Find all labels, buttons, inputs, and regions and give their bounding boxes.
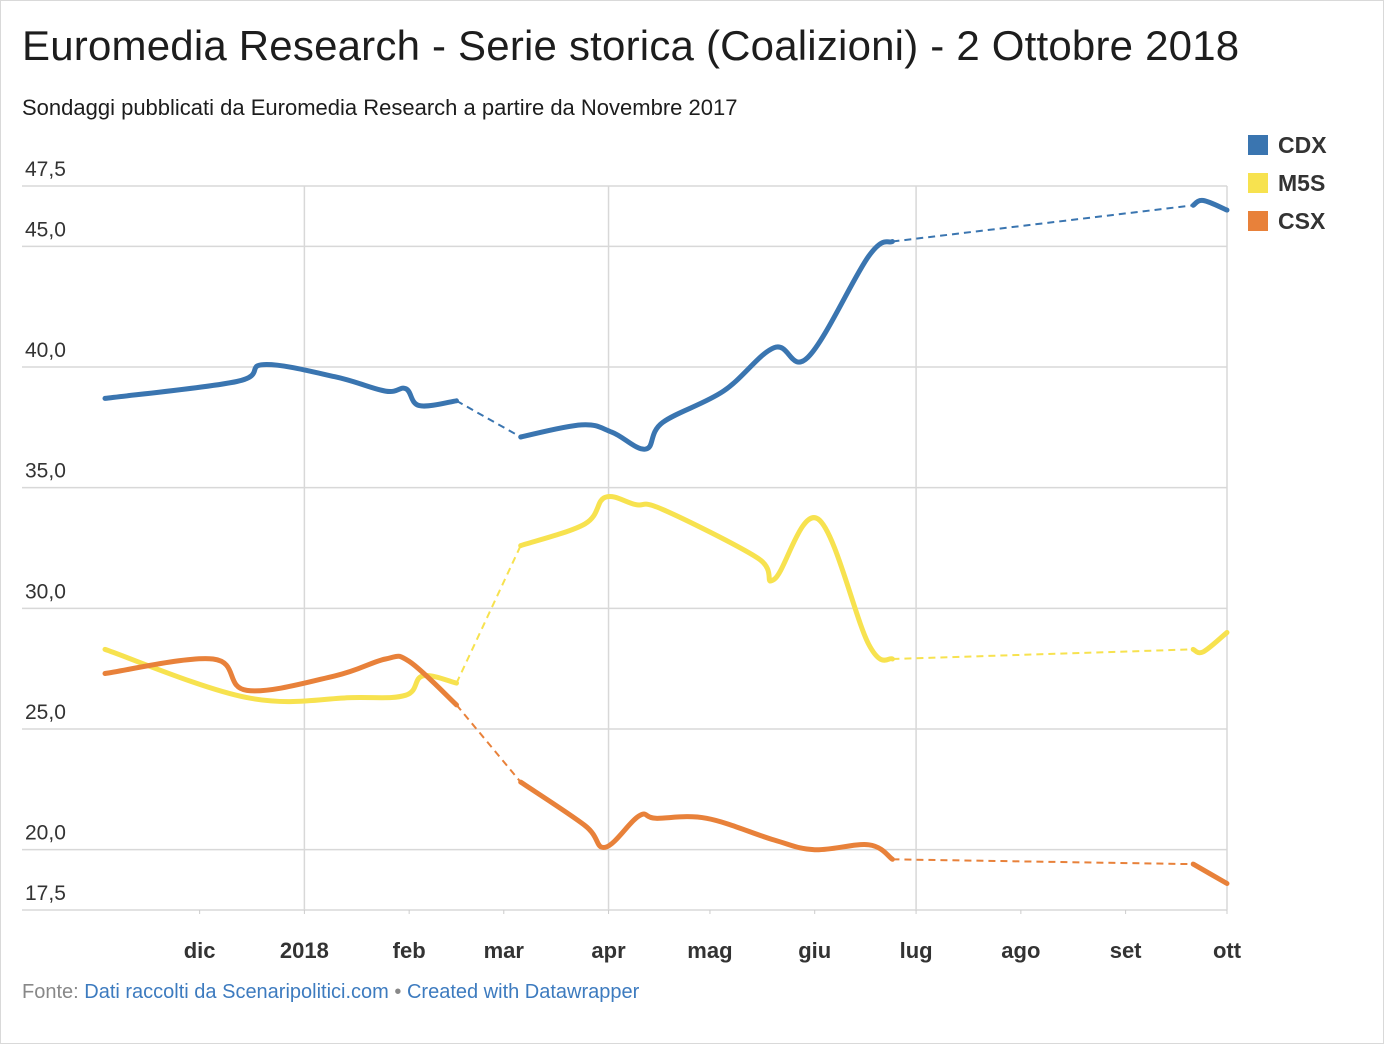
y-tick-label: 17,5 [25,882,66,905]
grid [22,185,1228,911]
legend-item-cdx: CDX [1248,126,1327,164]
series-line-cdx [102,362,459,409]
x-tick-label: 2018 [280,938,329,963]
legend-swatch-cdx [1248,135,1268,155]
series-m5s [102,494,1230,705]
legend-item-m5s: M5S [1248,164,1327,202]
y-tick-label: 20,0 [25,822,66,845]
series-line-cdx [518,239,895,452]
x-tick-label: feb [393,938,426,963]
series-line-m5s [1190,630,1230,656]
series-line-m5s [518,494,895,663]
y-tick-label: 47,5 [25,158,66,181]
y-tick-label: 30,0 [25,580,66,603]
series-layer [102,197,1230,886]
legend: CDX M5S CSX [1248,126,1327,240]
x-tick-label: set [1110,938,1142,963]
x-axis: dic 2018 feb mar apr mag giu lug ago set ott [184,910,1242,963]
series-line-cdx [1190,197,1230,213]
legend-swatch-m5s [1248,173,1268,193]
series-line-csx [518,779,895,862]
x-tick-label: dic [184,938,216,963]
series-line-csx [1190,861,1230,886]
series-gap-m5s [892,648,1194,661]
footer-separator: • [394,981,402,1003]
series-line-csx [102,653,459,708]
source-link[interactable]: Dati raccolti da Scenaripolitici.com [84,981,389,1003]
y-tick-label: 45,0 [25,218,66,241]
legend-item-csx: CSX [1248,202,1327,240]
x-tick-label: lug [900,938,933,963]
y-tick-label: 35,0 [25,460,66,483]
x-tick-label: apr [591,938,626,963]
series-cdx [102,197,1230,452]
y-axis: 17,5 20,0 25,0 30,0 35,0 40,0 45,0 47,5 [25,158,66,905]
series-gap-m5s [455,545,522,684]
legend-label-cdx: CDX [1278,131,1327,158]
legend-label-csx: CSX [1278,207,1326,234]
y-tick-label: 25,0 [25,701,66,724]
x-tick-label: ago [1001,938,1040,963]
x-tick-label: mag [687,938,732,963]
credit-link[interactable]: Created with Datawrapper [406,981,640,1003]
y-tick-label: 40,0 [25,339,66,362]
source-label: Fonte: [22,981,79,1003]
x-tick-label: mar [484,938,525,963]
x-tick-label: ott [1213,938,1242,963]
legend-swatch-csx [1248,211,1268,231]
chart-title: Euromedia Research - Serie storica (Coal… [22,22,1240,69]
chart-subtitle: Sondaggi pubblicati da Euromedia Researc… [22,95,738,120]
legend-label-m5s: M5S [1278,169,1326,196]
series-gap-cdx [455,399,522,438]
series-csx [102,653,1230,886]
footer: Fonte: Dati raccolti da Scenaripolitici.… [22,981,639,1004]
series-line-m5s [102,646,459,705]
x-tick-label: giu [798,938,831,963]
series-gap-csx [455,704,522,783]
series-gap-csx [892,858,1194,866]
series-gap-cdx [892,204,1194,243]
